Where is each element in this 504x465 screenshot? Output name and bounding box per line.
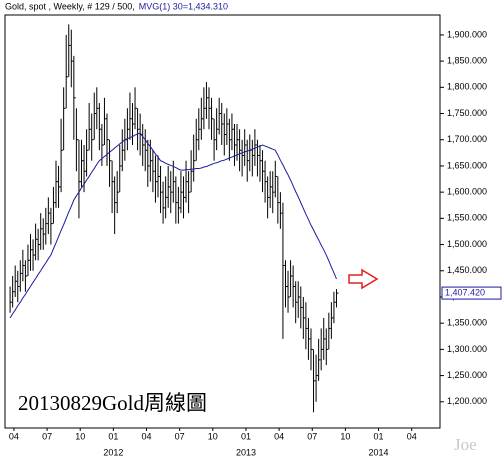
x-tick-label: 07	[307, 431, 317, 441]
ma-label: MVG(1) 30=1,434.310	[139, 1, 228, 11]
y-tick-label: 1,750.000	[447, 108, 487, 118]
last-price-box	[441, 286, 502, 300]
y-tick-label: 1,700.000	[447, 134, 487, 144]
year-label: 2014	[369, 447, 389, 457]
x-tick-label: 01	[241, 431, 251, 441]
y-tick-label: 1,800.000	[447, 82, 487, 92]
y-tick-label: 1,300.000	[447, 344, 487, 354]
watermark: Joe	[454, 435, 477, 454]
y-tick-label: 1,650.000	[447, 160, 487, 170]
x-tick-label: 01	[374, 431, 384, 441]
annotation: 20130829Gold周線圖	[18, 391, 207, 415]
x-tick-label: 04	[274, 431, 284, 441]
x-tick-label: 10	[340, 431, 350, 441]
arrow	[348, 268, 379, 290]
x-tick-label: 01	[108, 431, 118, 441]
y-tick-label: 1,200.000	[447, 396, 487, 406]
moving-average	[9, 132, 337, 319]
x-tick-label: 04	[407, 431, 417, 441]
y-tick-label: 1,550.000	[447, 213, 487, 223]
y-tick-label: 1,850.000	[447, 55, 487, 65]
year-label: 2013	[236, 447, 256, 457]
x-tick-label: 10	[75, 431, 85, 441]
x-tick-label: 04	[9, 431, 19, 441]
y-tick-label: 1,600.000	[447, 187, 487, 197]
x-tick-label: 07	[175, 431, 185, 441]
x-tick-label: 10	[208, 431, 218, 441]
plot-frame	[4, 14, 441, 429]
x-tick-label: 07	[42, 431, 52, 441]
y-tick-label: 1,500.000	[447, 239, 487, 249]
x-tick-label: 04	[142, 431, 152, 441]
y-tick-label: 1,450.000	[447, 265, 487, 275]
y-tick-label: 1,350.000	[447, 318, 487, 328]
y-tick-label: 1,900.000	[447, 29, 487, 39]
chart-title: Gold, spot , Weekly, # 129 / 500,	[5, 1, 135, 11]
y-tick-label: 1,250.000	[447, 370, 487, 380]
year-label: 2012	[103, 447, 123, 457]
last-price-label: 1,407.420	[445, 287, 485, 297]
